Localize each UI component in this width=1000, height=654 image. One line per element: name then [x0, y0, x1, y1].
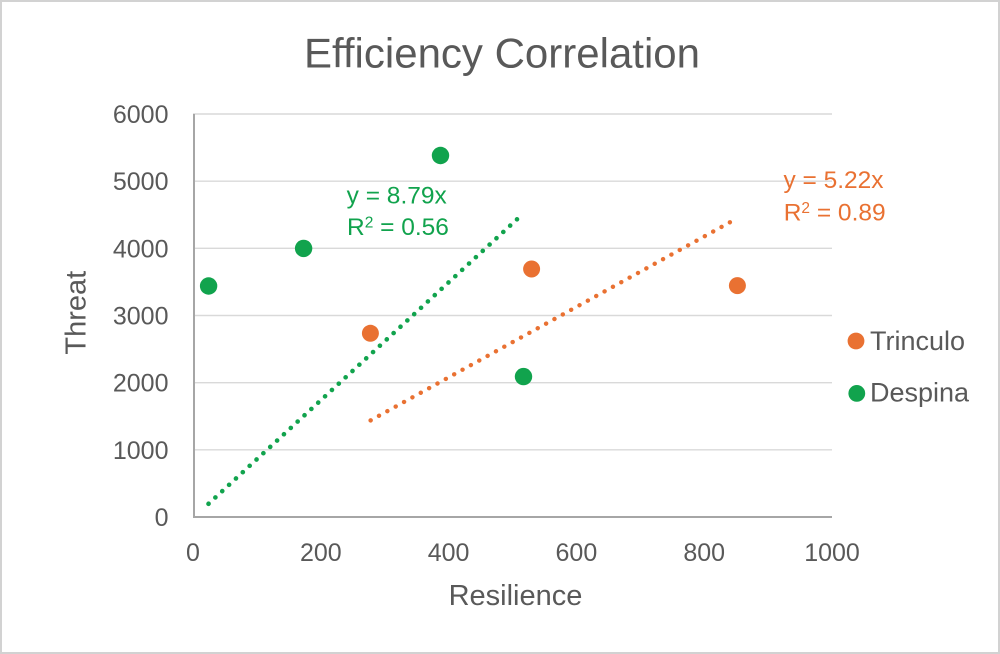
svg-text:2000: 2000: [113, 370, 169, 398]
svg-text:4000: 4000: [113, 235, 169, 263]
svg-text:800: 800: [683, 539, 725, 567]
svg-text:Trinculo: Trinculo: [870, 326, 965, 356]
svg-text:5000: 5000: [113, 168, 169, 196]
svg-text:1000: 1000: [804, 539, 860, 567]
svg-text:R2 = 0.56: R2 = 0.56: [347, 214, 449, 241]
svg-text:Efficiency Correlation: Efficiency Correlation: [304, 29, 700, 76]
svg-text:R2 = 0.89: R2 = 0.89: [784, 200, 886, 227]
svg-text:y = 5.22x: y = 5.22x: [783, 167, 883, 194]
svg-text:400: 400: [428, 539, 470, 567]
svg-text:600: 600: [556, 539, 598, 567]
svg-text:0: 0: [186, 539, 200, 567]
svg-text:Despina: Despina: [870, 377, 970, 407]
svg-text:3000: 3000: [113, 303, 169, 331]
svg-text:200: 200: [300, 539, 342, 567]
svg-text:0: 0: [155, 504, 169, 532]
svg-text:y = 8.79x: y = 8.79x: [347, 182, 447, 209]
svg-text:1000: 1000: [113, 437, 169, 465]
svg-text:6000: 6000: [113, 101, 169, 129]
svg-text:Resilience: Resilience: [449, 580, 583, 612]
svg-text:Threat: Threat: [61, 271, 93, 355]
